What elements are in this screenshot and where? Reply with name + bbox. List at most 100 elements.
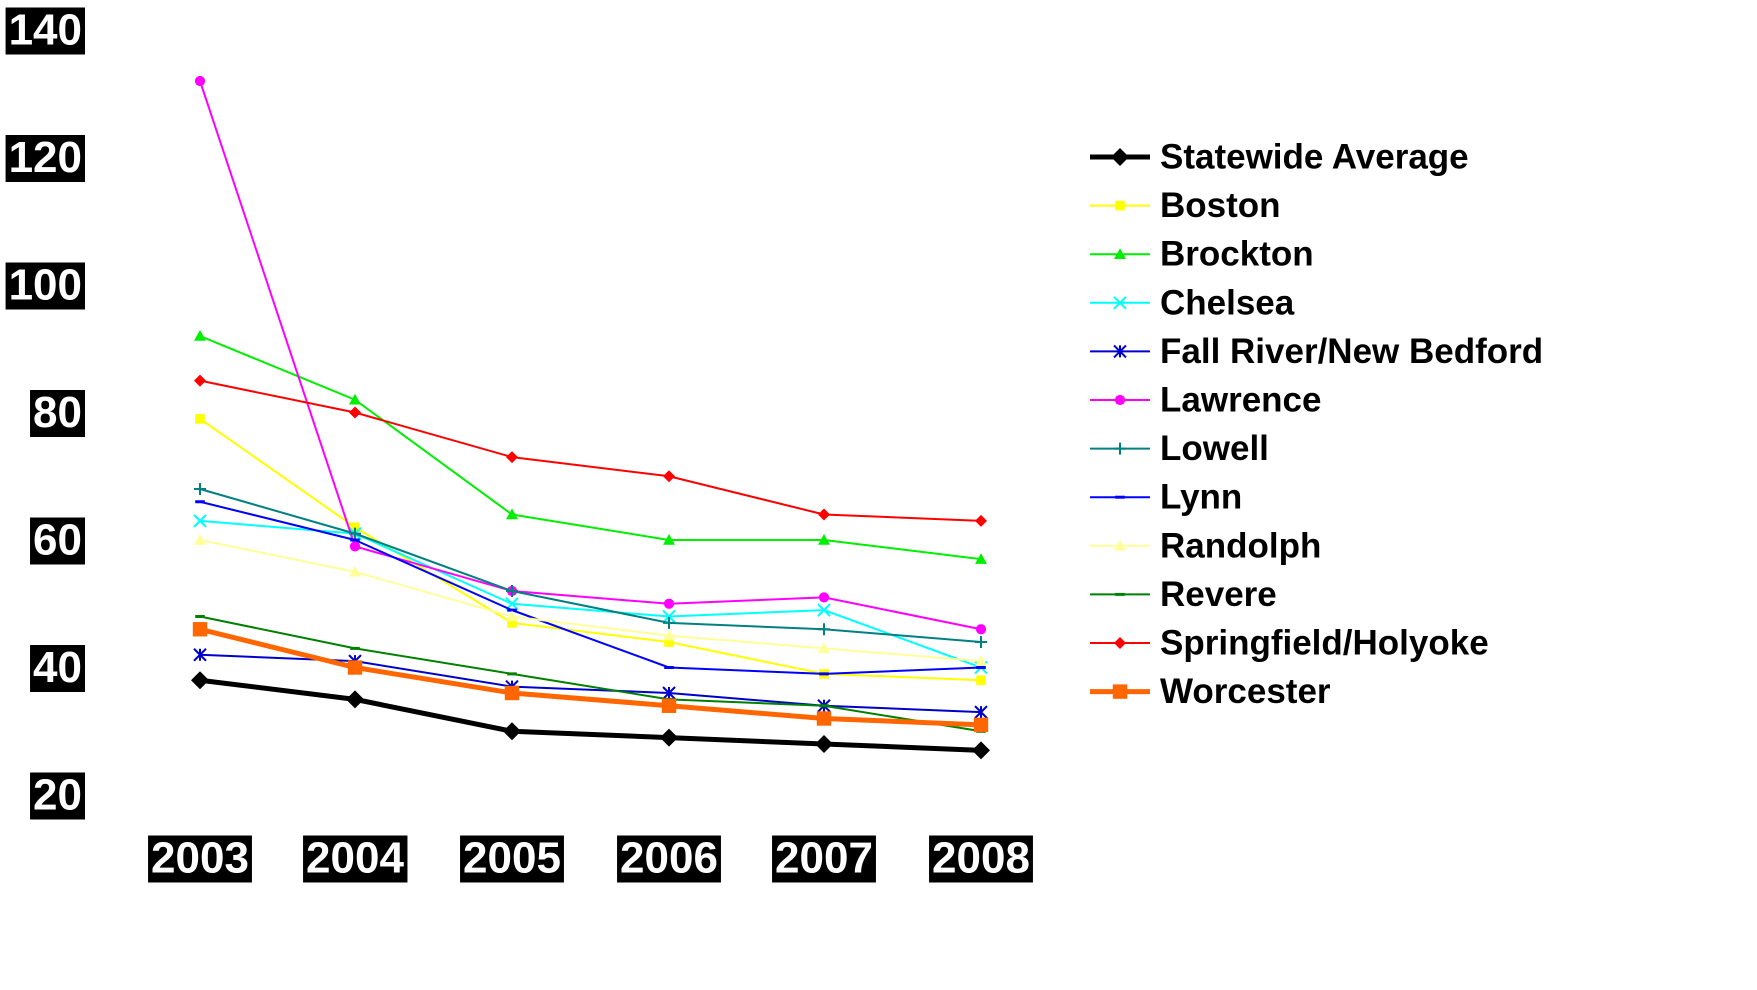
y-tick-label-40-bg [30,645,85,692]
legend-label-brockton: Brockton [1160,235,1314,274]
series-line-springfield-holyoke [199,379,982,522]
data-point-fall-river-new-bedford-2006 [662,686,676,700]
legend-marker-chelsea [1113,296,1127,310]
legend-item-springfield-holyoke: Springfield/Holyoke [1090,624,1489,663]
series-line-lawrence [199,80,982,631]
legend-label-springfield-holyoke: Springfield/Holyoke [1160,624,1489,663]
data-point-worcester-2005 [504,685,520,701]
series-line-lowell [199,488,982,643]
data-point-springfield-holyoke-2003 [194,374,206,387]
x-tick-label-2004-text: 2004 [306,834,404,883]
data-point-brockton-2006 [663,534,675,545]
legend-item-fall-river-new-bedford: Fall River/New Bedford [1090,332,1543,371]
series-line-fall-river-new-bedford [199,653,982,714]
y-tick-label-140-bg [5,7,85,55]
legend-label-randolph: Randolph [1160,526,1321,565]
legend-item-boston: Boston [1090,186,1281,225]
legend-marker-boston [1115,200,1125,211]
data-point-lowell-2007 [818,623,830,636]
y-tick-label-120-bg [5,135,85,182]
data-point-worcester-2004 [347,660,363,675]
data-point-randolph-2007 [818,642,830,654]
data-point-brockton-2005 [506,508,518,520]
data-point-lawrence-2003 [194,75,206,87]
data-point-randolph-2008 [975,655,987,666]
x-tick-label-2007-bg [772,835,876,883]
y-tick-label-60-bg [30,517,85,565]
data-point-boston-2008 [976,675,986,686]
x-tick-label-2007-text: 2007 [775,834,873,883]
x-tick-label-2004: 2004 [303,834,408,883]
legend-label-chelsea: Chelsea [1160,283,1295,322]
series-line-revere [199,615,982,733]
data-point-statewide-average-2008 [972,741,990,760]
legend-item-randolph: Randolph [1090,526,1321,565]
x-tick-label-2008-text: 2008 [932,834,1030,883]
data-point-statewide-average-2004 [346,690,364,709]
series-lawrence [194,75,987,635]
data-point-brockton-2004 [349,393,361,405]
x-tick-label-2005: 2005 [460,834,564,883]
data-point-springfield-holyoke-2008 [975,514,987,527]
series-line-worcester [199,626,982,728]
series-chelsea [193,514,988,675]
x-tick-label-2004-bg [303,835,408,883]
data-point-lawrence-2007 [818,592,830,603]
x-tick-label-2006-text: 2006 [620,834,718,883]
data-point-springfield-holyoke-2007 [818,508,830,521]
y-tick-label-80: 80 [30,388,85,437]
legend-marker-fall-river-new-bedford [1113,344,1127,359]
data-point-worcester-2006 [661,698,677,713]
data-point-lowell-2008 [975,636,987,648]
y-tick-label-140-text: 140 [9,6,82,55]
x-tick-label-2008-bg [929,835,1033,883]
y-axis: 20 40 60 80 100 120 140 [5,6,85,820]
data-point-boston-2003 [195,414,205,424]
legend-item-lawrence: Lawrence [1090,381,1321,420]
y-tick-label-100-bg [5,262,85,310]
series-line-chelsea [199,519,982,669]
data-point-brockton-2007 [818,534,830,545]
x-tick-label-2003-bg [148,835,252,883]
series-line-statewide-average [199,677,982,753]
series-line-brockton [199,335,982,561]
y-tick-label-120-text: 120 [9,133,82,182]
data-point-springfield-holyoke-2005 [506,451,518,464]
y-tick-label-40-text: 40 [33,643,82,692]
data-point-randolph-2004 [349,565,361,577]
x-tick-label-2008: 2008 [929,834,1033,883]
data-point-boston-2004 [350,522,360,533]
x-tick-label-2003: 2003 [148,834,252,883]
series-boston [195,414,986,686]
legend-label-revere: Revere [1160,575,1277,614]
data-point-lowell-2005 [506,585,518,597]
legend-label-boston: Boston [1160,186,1281,225]
x-tick-label-2006: 2006 [617,834,721,883]
x-tick-label-2003-text: 2003 [151,834,249,883]
legend-marker-lawrence [1114,394,1126,406]
data-point-worcester-2003 [192,622,208,637]
data-point-randolph-2003 [194,534,206,545]
data-point-randolph-2005 [506,610,518,622]
x-tick-label-2006-bg [617,835,721,883]
legend-marker-worcester [1112,684,1128,699]
y-tick-label-100-text: 100 [9,261,82,310]
data-point-lawrence-2008 [975,624,987,635]
data-point-lowell-2003 [194,483,206,495]
legend-marker-springfield-holyoke [1114,637,1126,649]
y-tick-label-20-text: 20 [33,771,82,820]
series-worcester [192,622,989,733]
series-line-boston [199,418,982,682]
data-point-worcester-2008 [973,717,989,733]
y-tick-label-80-text: 80 [33,388,82,437]
legend-label-lawrence: Lawrence [1160,381,1321,420]
series-brockton [194,330,987,564]
y-tick-label-20-bg [30,772,85,820]
x-tick-label-2005-bg [460,835,564,883]
series-statewide-average [191,671,990,760]
data-point-springfield-holyoke-2006 [663,470,675,483]
legend-label-statewide-average: Statewide Average [1160,138,1469,177]
series-line-lynn [199,500,982,675]
data-point-brockton-2003 [194,330,206,341]
